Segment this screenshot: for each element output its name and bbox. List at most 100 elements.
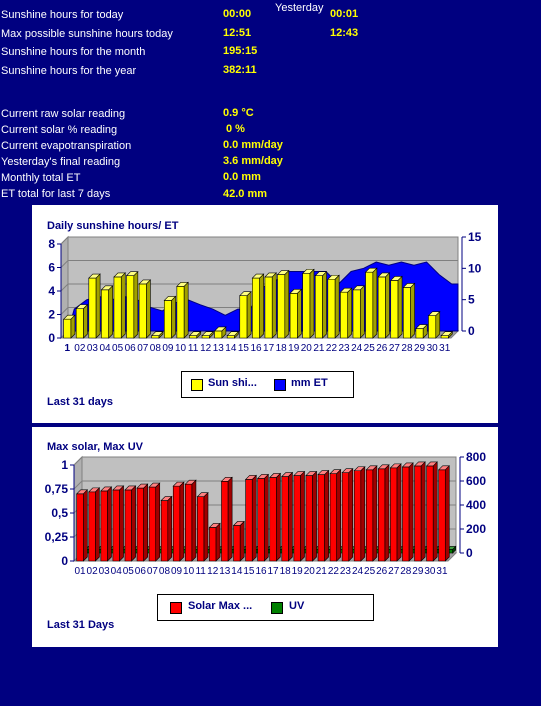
x-tick-label: 28	[401, 343, 413, 354]
y-tick-label-left: 1	[61, 458, 68, 472]
x-tick-label: 08	[150, 343, 162, 354]
solar-legend-label: Solar Max ...	[188, 600, 253, 612]
sun-bar	[264, 272, 277, 339]
sun-bar	[327, 274, 340, 339]
y-tick-label-right: 15	[468, 230, 482, 244]
x-tick-label: 09	[171, 566, 183, 577]
monthly-et-value: 0.0 mm	[223, 171, 261, 183]
x-tick-label: 20	[301, 343, 313, 354]
solar-bar	[281, 471, 294, 562]
x-tick-label: 24	[352, 566, 364, 577]
x-tick-label: 03	[99, 566, 111, 577]
solar-bar	[317, 469, 330, 562]
solar-bar	[377, 464, 390, 562]
sun-bar	[138, 279, 152, 339]
sun-bar	[352, 285, 366, 339]
sun-bar	[415, 323, 428, 339]
x-tick-label: 11	[188, 343, 199, 354]
y-tick-label-left: 0	[48, 331, 55, 345]
x-tick-label: 26	[376, 566, 388, 577]
x-tick-label: 02	[87, 566, 99, 577]
x-tick-label: 06	[125, 343, 137, 354]
monthly-et-label: Monthly total ET	[1, 172, 81, 184]
sun-bar	[213, 326, 227, 339]
x-tick-label: 10	[183, 566, 195, 577]
sun-bar	[301, 268, 315, 339]
y-tick-label-left: 6	[48, 261, 55, 275]
x-tick-label: 30	[424, 566, 436, 577]
x-tick-label: 19	[288, 343, 300, 354]
sun-legend-label: Sun shi...	[208, 377, 257, 389]
sun-bar	[188, 330, 202, 339]
x-tick-label: 07	[137, 343, 149, 354]
y-tick-label-right: 10	[468, 261, 482, 275]
grid-line-side	[60, 307, 69, 315]
y-tick-label-right: 0	[468, 324, 475, 338]
y-tick-label-right: 600	[466, 474, 486, 488]
x-tick-label: 22	[326, 343, 338, 354]
y-tick-label-left: 0	[61, 554, 68, 568]
evapotranspiration-label: Current evapotranspiration	[1, 140, 132, 152]
solar-bar	[100, 486, 113, 562]
sun-bar	[100, 285, 114, 339]
solar-bar	[389, 463, 402, 562]
y-tick-label-left: 8	[48, 237, 55, 251]
solar-bar	[232, 520, 245, 562]
x-tick-label: 17	[268, 566, 280, 577]
sun-bar	[251, 273, 265, 339]
et-legend-swatch	[274, 379, 286, 391]
solar-legend-swatch	[170, 602, 182, 614]
y-tick-label-right: 200	[466, 522, 486, 536]
solar-percent-label: Current solar % reading	[1, 124, 118, 136]
x-tick-label: 31	[439, 343, 451, 354]
yesterday-final-value: 3.6 mm/day	[223, 155, 283, 167]
sun-bar	[125, 271, 139, 339]
solar-bar	[220, 476, 233, 562]
sun-bar	[289, 288, 303, 339]
solar-bar	[353, 466, 366, 562]
sun-bar	[176, 281, 189, 339]
x-tick-label: 23	[339, 343, 351, 354]
x-tick-label: 21	[316, 566, 328, 577]
x-tick-label: 18	[280, 566, 292, 577]
solar-bar	[413, 461, 426, 562]
y-tick-label-left: 0,75	[45, 482, 69, 496]
sun-legend-swatch	[191, 379, 203, 391]
sun-bar	[163, 295, 177, 339]
x-tick-label: 30	[427, 343, 439, 354]
sunshine-year-label: Sunshine hours for the year	[1, 65, 137, 77]
solar-bar	[244, 474, 257, 562]
grid-line-side	[60, 236, 69, 245]
sun-bar	[377, 272, 391, 339]
solar-bar	[75, 489, 89, 562]
sun-bar	[113, 272, 126, 339]
sun-bar	[88, 273, 101, 339]
sunshine-year-value: 382:11	[223, 64, 257, 76]
x-tick-label: 13	[213, 343, 225, 354]
x-tick-label: 1	[65, 343, 71, 354]
sun-bar	[314, 271, 328, 339]
x-tick-label: 27	[389, 343, 401, 354]
x-tick-label: 15	[238, 343, 250, 354]
solar-bar	[124, 485, 137, 562]
sunshine-month-value: 195:15	[223, 45, 258, 57]
grid-line-side	[73, 480, 83, 490]
x-tick-label: 31	[436, 566, 448, 577]
x-tick-label: 28	[400, 566, 412, 577]
x-tick-label: 26	[376, 343, 388, 354]
x-tick-label: 14	[225, 343, 237, 354]
sun-bar	[402, 282, 416, 339]
solar-bar	[256, 473, 270, 562]
x-tick-label: 09	[162, 343, 174, 354]
x-tick-label: 25	[364, 566, 376, 577]
x-tick-label: 05	[112, 343, 124, 354]
solar-percent-value: 0 %	[226, 123, 245, 135]
sunshine-month-label: Sunshine hours for the month	[1, 46, 146, 58]
solar-bar	[208, 522, 221, 562]
solar-bar	[88, 487, 101, 562]
solar-bar	[148, 482, 161, 562]
x-tick-label: 16	[255, 566, 267, 577]
raw-solar-label: Current raw solar reading	[1, 108, 126, 120]
